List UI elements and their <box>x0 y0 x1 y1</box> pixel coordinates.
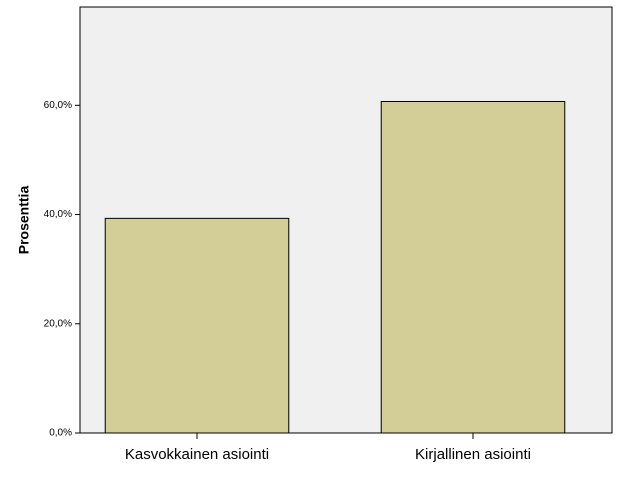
y-tick-label: 20,0% <box>44 318 72 329</box>
y-axis-label: Prosenttia <box>16 186 32 255</box>
x-tick-label: Kasvokkainen asiointi <box>125 446 269 463</box>
y-tick-label: 60,0% <box>44 100 72 111</box>
bar <box>380 100 566 434</box>
bar <box>104 217 290 434</box>
y-tick-label: 0,0% <box>49 428 72 439</box>
x-tick-label: Kirjallinen asiointi <box>415 446 531 463</box>
y-tick-label: 40,0% <box>44 209 72 220</box>
